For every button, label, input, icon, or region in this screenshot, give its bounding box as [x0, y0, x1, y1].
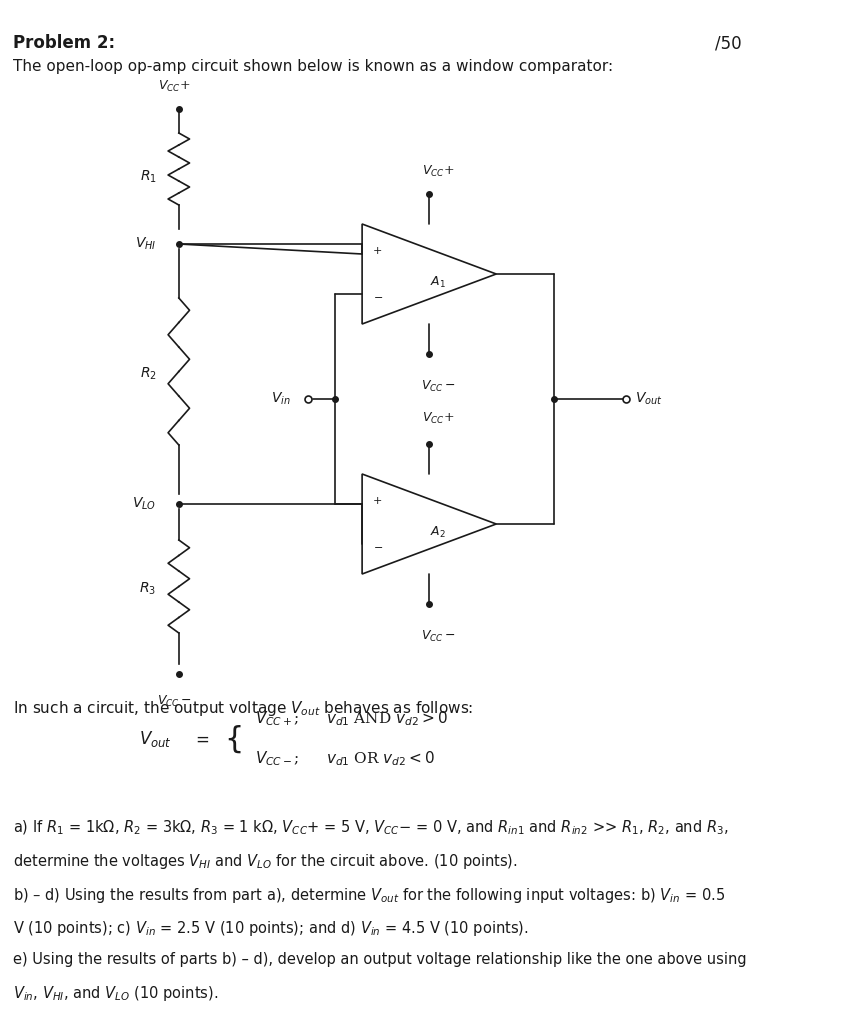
Text: Problem 2:: Problem 2: — [14, 34, 116, 52]
Text: a) If $R_1$ = 1k$\Omega$, $R_2$ = 3k$\Omega$, $R_3$ = 1 k$\Omega$, $V_{CC}$+ = 5: a) If $R_1$ = 1k$\Omega$, $R_2$ = 3k$\Om… — [14, 819, 729, 838]
Text: e) Using the results of parts b) – d), develop an output voltage relationship li: e) Using the results of parts b) – d), d… — [14, 952, 747, 967]
Text: +: + — [373, 496, 382, 506]
Text: $V_{HI}$: $V_{HI}$ — [135, 236, 157, 252]
Text: $A_1$: $A_1$ — [430, 274, 446, 290]
Text: $V_{CC-}$;: $V_{CC-}$; — [255, 750, 299, 768]
Text: $V_{CC}-$: $V_{CC}-$ — [157, 694, 192, 709]
Text: $R_2$: $R_2$ — [140, 366, 157, 382]
Text: $=$: $=$ — [192, 730, 210, 748]
Text: $-$: $-$ — [373, 541, 383, 551]
Text: $\{$: $\{$ — [223, 723, 241, 755]
Text: $R_3$: $R_3$ — [140, 581, 157, 597]
Text: b) – d) Using the results from part a), determine $V_{out}$ for the following in: b) – d) Using the results from part a), … — [14, 886, 726, 905]
Text: $V_{CC}$+: $V_{CC}$+ — [422, 411, 454, 426]
Text: $V_{LO}$: $V_{LO}$ — [132, 496, 157, 512]
Text: In such a circuit, the output voltage $V_{out}$ behaves as follows:: In such a circuit, the output voltage $V… — [14, 699, 474, 718]
Text: $V_{in}$, $V_{HI}$, and $V_{LO}$ (10 points).: $V_{in}$, $V_{HI}$, and $V_{LO}$ (10 poi… — [14, 984, 219, 1002]
Text: determine the voltages $V_{HI}$ and $V_{LO}$ for the circuit above. (10 points).: determine the voltages $V_{HI}$ and $V_{… — [14, 852, 519, 871]
Text: $v_{d1}$ AND $v_{d2} > 0$: $v_{d1}$ AND $v_{d2} > 0$ — [327, 710, 448, 728]
Text: /50: /50 — [716, 34, 742, 52]
Text: $V_{in}$: $V_{in}$ — [271, 391, 290, 408]
Text: $-$: $-$ — [373, 291, 383, 301]
Text: $A_2$: $A_2$ — [430, 524, 446, 540]
Text: V (10 points); c) $V_{in}$ = 2.5 V (10 points); and d) $V_{in}$ = 4.5 V (10 poin: V (10 points); c) $V_{in}$ = 2.5 V (10 p… — [14, 919, 529, 938]
Text: $V_{CC}-$: $V_{CC}-$ — [420, 379, 455, 394]
Text: The open-loop op-amp circuit shown below is known as a window comparator:: The open-loop op-amp circuit shown below… — [14, 59, 613, 74]
Text: $V_{CC}$+: $V_{CC}$+ — [422, 164, 454, 179]
Text: $V_{out}$: $V_{out}$ — [139, 729, 172, 749]
Text: +: + — [373, 246, 382, 256]
Text: $V_{CC+}$;: $V_{CC+}$; — [255, 710, 299, 728]
Text: $V_{CC}$+: $V_{CC}$+ — [158, 79, 190, 94]
Text: $R_1$: $R_1$ — [140, 168, 157, 184]
Text: $V_{out}$: $V_{out}$ — [634, 391, 662, 408]
Text: $v_{d1}$ OR $v_{d2} < 0$: $v_{d1}$ OR $v_{d2} < 0$ — [327, 750, 436, 768]
Text: $V_{CC}-$: $V_{CC}-$ — [420, 629, 455, 644]
